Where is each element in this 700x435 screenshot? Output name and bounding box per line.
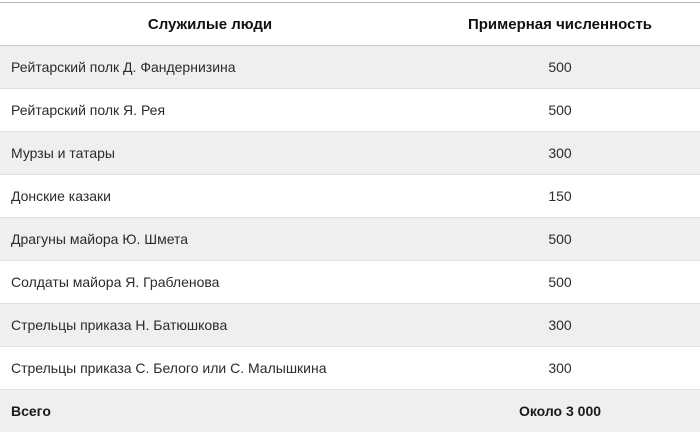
footer-total-value: Около 3 000 [518,403,602,419]
table-footer-row: Всего Около 3 000 [0,389,700,432]
table-row: Стрельцы приказа Н. Батюшкова 300 [0,303,700,347]
row-value-cell: 500 [548,59,572,75]
footer-total-label: Всего [11,403,51,419]
row-name-cell: Донские казаки [11,188,111,204]
row-name-cell: Стрельцы приказа С. Белого или С. Малышк… [11,360,327,376]
row-value-cell: 300 [548,360,572,376]
table-row: Рейтарский полк Д. Фандернизина 500 [0,45,700,89]
table-row: Стрельцы приказа С. Белого или С. Малышк… [0,346,700,390]
row-value-cell: 500 [548,231,572,247]
table-header-row: Служилые люди Примерная численность [0,2,700,46]
row-name-cell: Солдаты майора Я. Грабленова [11,274,220,290]
column-header-strength: Примерная численность [420,2,700,46]
row-name-cell: Стрельцы приказа Н. Батюшкова [11,317,228,333]
row-value-cell: 500 [548,102,572,118]
row-name-cell: Драгуны майора Ю. Шмета [11,231,189,247]
row-name-cell: Мурзы и татары [11,145,115,161]
table-row: Рейтарский полк Я. Рея 500 [0,88,700,132]
table-row: Мурзы и татары 300 [0,131,700,175]
row-value-cell: 500 [548,274,572,290]
table-row: Солдаты майора Я. Грабленова 500 [0,260,700,304]
row-value-cell: 300 [548,145,572,161]
table-body: Рейтарский полк Д. Фандернизина 500 Рейтар… [0,45,700,390]
table-row: Драгуны майора Ю. Шмета 500 [0,217,700,261]
row-name-cell: Рейтарский полк Я. Рея [11,102,166,118]
row-value-cell: 300 [548,317,572,333]
table-row: Донские казаки 150 [0,174,700,218]
row-value-cell: 150 [548,188,572,204]
row-name-cell: Рейтарский полк Д. Фандернизина [11,59,236,75]
column-header-servicemen: Служилые люди [0,2,420,46]
